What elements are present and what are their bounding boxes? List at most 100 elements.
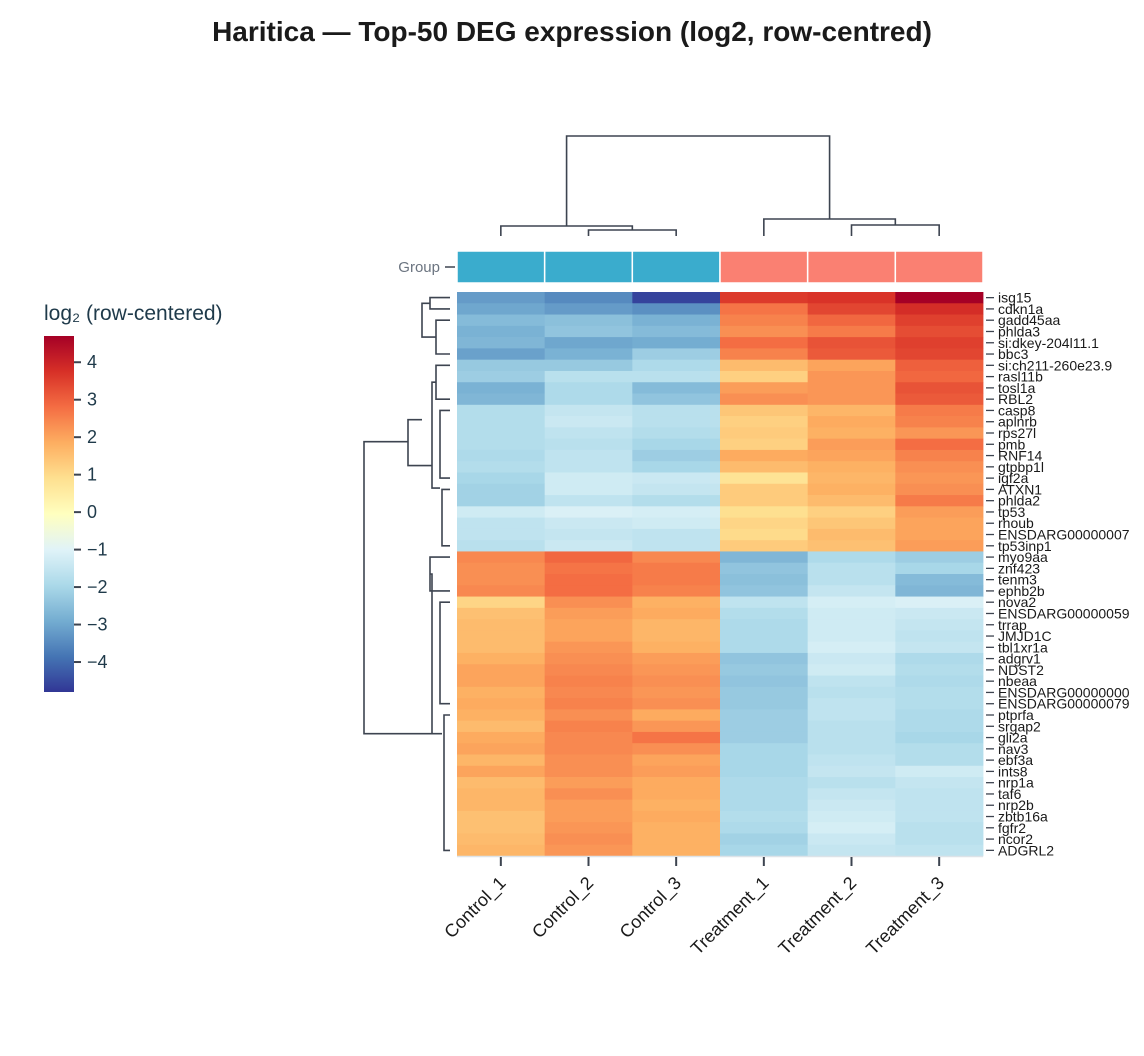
heatmap-cell [807, 495, 896, 507]
heatmap-cell [544, 641, 633, 654]
colorbar-tick-label: −3 [87, 615, 108, 635]
heatmap-cell [720, 348, 809, 361]
heatmap-cell [632, 630, 721, 643]
column-label: Treatment_3 [862, 873, 949, 960]
heatmap-cell [720, 325, 809, 338]
heatmap-cell [632, 686, 721, 699]
heatmap-cell [807, 709, 896, 722]
heatmap-cell [807, 574, 896, 586]
row-label: tbl1xr1a [998, 639, 1048, 655]
row-label: tenm3 [998, 572, 1037, 588]
heatmap-cell [720, 641, 809, 654]
heatmap-cell [807, 720, 896, 733]
heatmap-cell [720, 574, 809, 586]
heatmap-cell [632, 348, 721, 361]
heatmap-cell [632, 777, 721, 789]
row-label: rasl11b [998, 369, 1043, 385]
row-label: nbeaa [998, 673, 1037, 689]
heatmap-cell [807, 337, 896, 349]
heatmap-cell [895, 303, 984, 315]
heatmap-cell [895, 461, 984, 473]
heatmap-cell [807, 585, 896, 597]
heatmap-cell [632, 517, 721, 530]
heatmap-cell [632, 585, 721, 597]
heatmap-cell [457, 292, 546, 304]
heatmap-cell [544, 630, 633, 643]
heatmap-cell [720, 483, 809, 496]
row-dendrogram-link [441, 488, 450, 547]
row-label: tp53 [998, 504, 1025, 520]
heatmap-cell [807, 822, 896, 834]
row-dendrogram-link [431, 381, 440, 489]
heatmap-cell [720, 810, 809, 823]
heatmap-cell [632, 404, 721, 417]
row-label: ints8 [998, 763, 1028, 779]
heatmap-cell [895, 325, 984, 338]
heatmap-cell [544, 799, 633, 812]
row-labels: isg15cdkn1agadd45aaphlda3si:dkey-204l11.… [986, 290, 1130, 858]
row-label: ENSDARG00000059 [998, 605, 1130, 621]
heatmap-cell [807, 810, 896, 823]
heatmap-cell [457, 393, 546, 406]
heatmap-cell [544, 765, 633, 778]
heatmap-cell [544, 585, 633, 597]
heatmap-cell [632, 416, 721, 428]
heatmap-cell [632, 449, 721, 462]
heatmap-cell [720, 472, 809, 485]
heatmap-cell [632, 810, 721, 823]
heatmap-cell [457, 596, 546, 609]
heatmap-cell [807, 630, 896, 643]
heatmap-cell [895, 720, 984, 733]
heatmap-cell [807, 765, 896, 778]
row-label: bbc3 [998, 346, 1029, 362]
heatmap-cell [720, 528, 809, 541]
group-annotation-cell [806, 250, 897, 284]
heatmap-cell [457, 540, 546, 552]
colorbar-gradient [44, 336, 74, 692]
row-label: igf2a [998, 470, 1029, 486]
heatmap-cell [807, 562, 896, 575]
heatmap-cell [807, 382, 896, 394]
row-label: rhoub [998, 515, 1034, 531]
heatmap-cell [720, 495, 809, 507]
heatmap-cell [895, 393, 984, 406]
heatmap-cell [807, 540, 896, 552]
heatmap-cell [632, 652, 721, 665]
heatmap-cell [807, 777, 896, 789]
row-label: nav3 [998, 741, 1029, 757]
heatmap-cell [632, 540, 721, 552]
heatmap-cell [807, 664, 896, 676]
group-annotation-cell [456, 250, 546, 284]
row-dendrogram-link [439, 601, 450, 705]
heatmap-cell [544, 472, 633, 485]
heatmap-cell [632, 675, 721, 688]
heatmap-cell [720, 686, 809, 699]
heatmap-cell [895, 686, 984, 699]
row-dendrogram-link [443, 714, 450, 852]
heatmap-cell [807, 686, 896, 699]
row-label: phlda2 [998, 493, 1040, 509]
heatmap-cell [544, 731, 633, 744]
heatmap-cell [895, 698, 984, 710]
row-label: ephb2b [998, 583, 1045, 599]
row-label: cdkn1a [998, 301, 1043, 317]
heatmap-cell [632, 844, 721, 857]
row-label: RBL2 [998, 391, 1033, 407]
heatmap-cell [895, 641, 984, 654]
row-label: nrp2b [998, 797, 1034, 813]
heatmap-cell [807, 698, 896, 710]
heatmap-cell [720, 607, 809, 620]
heatmap-cell [895, 359, 984, 372]
heatmap-cell [457, 562, 546, 575]
heatmap-cell [720, 675, 809, 688]
heatmap-cell [632, 359, 721, 372]
heatmap-cell [720, 585, 809, 597]
heatmap-cell [632, 743, 721, 755]
heatmap-cell [807, 483, 896, 496]
column-dendrogram-link [587, 229, 677, 236]
heatmap-cell [457, 822, 546, 834]
heatmap-cell [457, 675, 546, 688]
heatmap-cell [807, 731, 896, 744]
